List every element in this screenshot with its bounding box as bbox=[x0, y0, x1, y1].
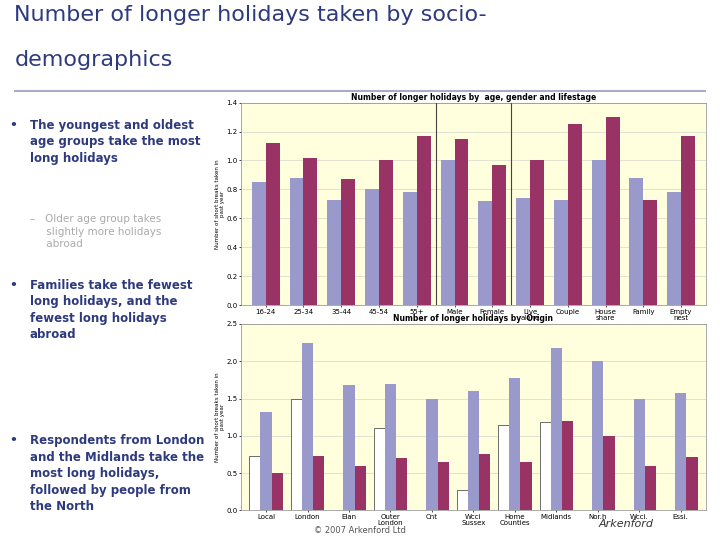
Bar bbox=[492, 165, 506, 305]
Bar bbox=[686, 457, 698, 510]
Text: © 2007 Arkenford Ltd: © 2007 Arkenford Ltd bbox=[314, 526, 406, 535]
Title: Number of longer holidays by  age, gender and lifestage: Number of longer holidays by age, gender… bbox=[351, 93, 596, 102]
Bar bbox=[592, 160, 606, 305]
Bar bbox=[249, 456, 261, 510]
Bar bbox=[417, 136, 431, 305]
Text: Gender: Gender bbox=[459, 376, 487, 385]
Bar bbox=[479, 455, 490, 510]
Bar bbox=[426, 399, 438, 510]
Text: demographics: demographics bbox=[14, 50, 173, 70]
Bar bbox=[396, 458, 408, 510]
Bar bbox=[302, 343, 313, 510]
Text: •: • bbox=[9, 279, 17, 292]
Bar bbox=[498, 424, 509, 510]
Bar bbox=[516, 198, 530, 305]
Bar bbox=[304, 158, 318, 305]
Bar bbox=[365, 190, 379, 305]
Text: –   Older age group takes
     slightly more holidays
     abroad: – Older age group takes slightly more ho… bbox=[30, 214, 161, 249]
Bar bbox=[289, 178, 304, 305]
Bar bbox=[629, 178, 643, 305]
Bar bbox=[645, 465, 656, 510]
Bar bbox=[468, 391, 479, 510]
Bar bbox=[313, 456, 324, 510]
Bar bbox=[603, 436, 615, 510]
Bar bbox=[385, 383, 396, 510]
Bar bbox=[438, 462, 449, 510]
Bar bbox=[675, 393, 686, 510]
Text: Lifestage: Lifestage bbox=[588, 376, 624, 385]
Text: The youngest and oldest
age groups take the most
long holidays: The youngest and oldest age groups take … bbox=[30, 119, 200, 165]
Bar bbox=[261, 412, 271, 510]
Bar bbox=[291, 399, 302, 510]
Bar bbox=[441, 160, 454, 305]
Text: Arkenford: Arkenford bbox=[599, 519, 654, 529]
Bar bbox=[667, 192, 681, 305]
Bar bbox=[402, 192, 417, 305]
Bar bbox=[530, 160, 544, 305]
Y-axis label: Number of short breaks taken in
past year: Number of short breaks taken in past yea… bbox=[215, 373, 225, 462]
Text: Families take the fewest
long holidays, and the
fewest long holidays
abroad: Families take the fewest long holidays, … bbox=[30, 279, 192, 341]
Text: Age: Age bbox=[334, 376, 348, 385]
Text: •: • bbox=[9, 434, 17, 447]
Bar bbox=[266, 143, 279, 305]
Legend: Number of longer holidays (5+ nights) (In the UK), Number of longer holidays (5+: Number of longer holidays (5+ nights) (I… bbox=[326, 399, 621, 408]
Bar bbox=[554, 199, 568, 305]
Bar bbox=[634, 399, 645, 510]
Bar bbox=[374, 428, 385, 510]
Bar bbox=[643, 199, 657, 305]
Bar bbox=[592, 361, 603, 510]
Bar bbox=[341, 179, 355, 305]
Bar bbox=[456, 490, 468, 510]
Bar bbox=[328, 199, 341, 305]
Bar bbox=[681, 136, 695, 305]
Bar bbox=[355, 465, 366, 510]
Bar bbox=[568, 124, 582, 305]
Bar bbox=[343, 385, 355, 510]
Bar bbox=[562, 421, 573, 510]
Bar bbox=[454, 139, 469, 305]
Bar bbox=[478, 201, 492, 305]
Bar bbox=[551, 348, 562, 510]
Title: Number of longer holidays by  Origin: Number of longer holidays by Origin bbox=[393, 314, 554, 323]
Y-axis label: Number of short breaks taken in
past year: Number of short breaks taken in past yea… bbox=[215, 159, 225, 248]
Text: Number of longer holidays taken by socio-: Number of longer holidays taken by socio… bbox=[14, 5, 487, 25]
Bar bbox=[252, 182, 266, 305]
Text: •: • bbox=[9, 119, 17, 132]
Bar bbox=[271, 473, 283, 510]
Bar bbox=[379, 160, 393, 305]
Text: Respondents from London
and the Midlands take the
most long holidays,
followed b: Respondents from London and the Midlands… bbox=[30, 434, 204, 513]
Bar bbox=[606, 117, 619, 305]
Bar bbox=[521, 462, 531, 510]
Bar bbox=[539, 422, 551, 510]
Bar bbox=[509, 377, 521, 510]
